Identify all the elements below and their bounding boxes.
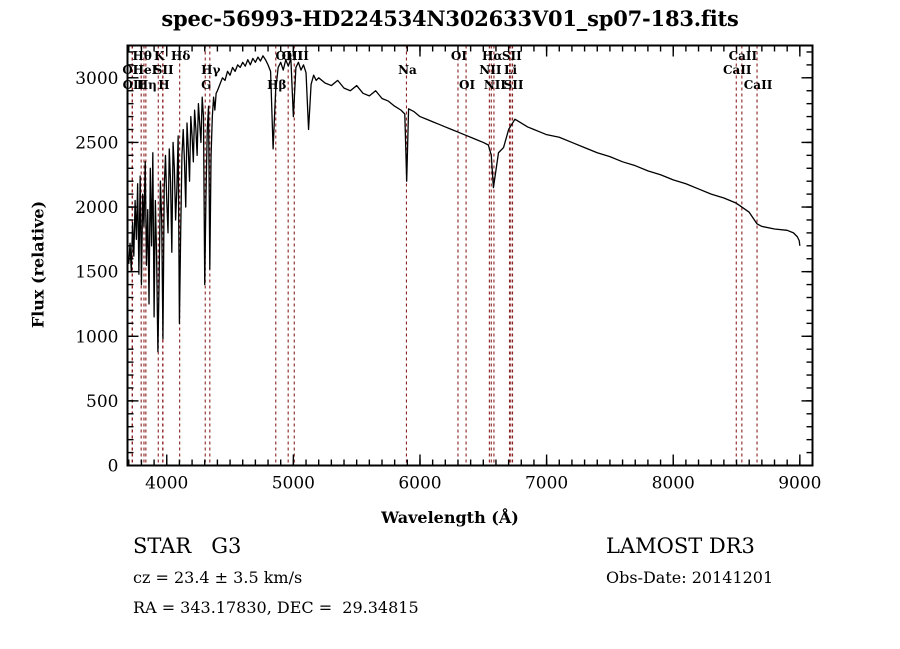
spectral-label-h: Hα [481,49,503,63]
x-tick-label: 8000 [652,474,695,494]
coordinates-line: RA = 343.17830, DEC = 29.34815 [133,598,419,617]
x-tick-label: 9000 [778,474,821,494]
x-axis-title: Wavelength (Å) [381,508,519,527]
spectral-label-hei: HeI [132,63,158,77]
spectrum-trace [128,55,801,353]
axis-ticks [127,45,814,467]
y-tick-label: 0 [108,457,119,477]
obs-date-line: Obs-Date: 20141201 [606,568,774,587]
spectral-label-h: Hθ [132,49,152,63]
spectral-label-h: Hγ [201,63,221,77]
spectral-label-sii: SII [153,63,174,77]
spectral-label-sii: SII [501,49,522,63]
spectral-label-h: Hη [136,78,157,92]
y-tick-label: 1000 [75,327,118,347]
spectral-label-oiii: OIII [275,49,303,63]
metadata-left-column: STAR G3 cz = 23.4 ± 3.5 km/s RA = 343.17… [133,530,419,623]
spectral-label-g: G [201,78,212,92]
spectral-label-caii: CaII [743,78,773,92]
y-tick-label: 2500 [75,133,118,153]
radial-velocity-line: cz = 23.4 ± 3.5 km/s [133,568,303,587]
spectral-label-caii: CaII [722,63,752,77]
spectral-label-oii: OII [122,78,145,92]
spectral-label-h: Hβ [267,78,287,92]
spectral-label-oii: OII [122,63,145,77]
y-axis-title: Flux (relative) [28,200,48,329]
spectral-label-sii: SII [503,78,524,92]
spectral-label-k: K [154,49,165,63]
page-title: spec-56993-HD224534N302633V01_sp07-183.f… [161,6,739,31]
spectral-label-nii: NII [479,63,502,77]
metadata-footer: STAR G3 cz = 23.4 ± 3.5 km/s RA = 343.17… [0,530,900,640]
spectral-label-nii: NII [483,78,507,92]
y-tick-label: 1500 [75,263,118,283]
spectral-label-caii: CaII [728,49,758,63]
y-tick-label: 500 [86,392,118,412]
star-type-line: STAR G3 [133,534,242,558]
y-tick-label: 2000 [75,198,118,218]
y-tick-label: 3000 [75,69,118,89]
spectral-label-li: Li [504,63,517,77]
spectral-label-h: Hδ [170,49,191,63]
axis-tick-labels: 4000 5000 6000 7000 8000 9000 0 500 1000 1500 2000… [75,69,821,494]
x-tick-label: 7000 [525,474,568,494]
plot-background [127,45,813,466]
spectral-label-oi: OI [450,49,468,63]
x-tick-label: 6000 [398,474,441,494]
x-tick-label: 4000 [145,474,188,494]
spectral-label-h: H [158,78,170,92]
spectral-label-oiii: OIII [281,49,309,63]
spectral-label-na: Na [398,63,417,77]
x-tick-label: 5000 [272,474,315,494]
spectral-label-oi: OI [459,78,476,92]
survey-release-line: LAMOST DR3 [606,534,755,558]
metadata-right-column: LAMOST DR3 Obs-Date: 20141201 [606,530,773,593]
